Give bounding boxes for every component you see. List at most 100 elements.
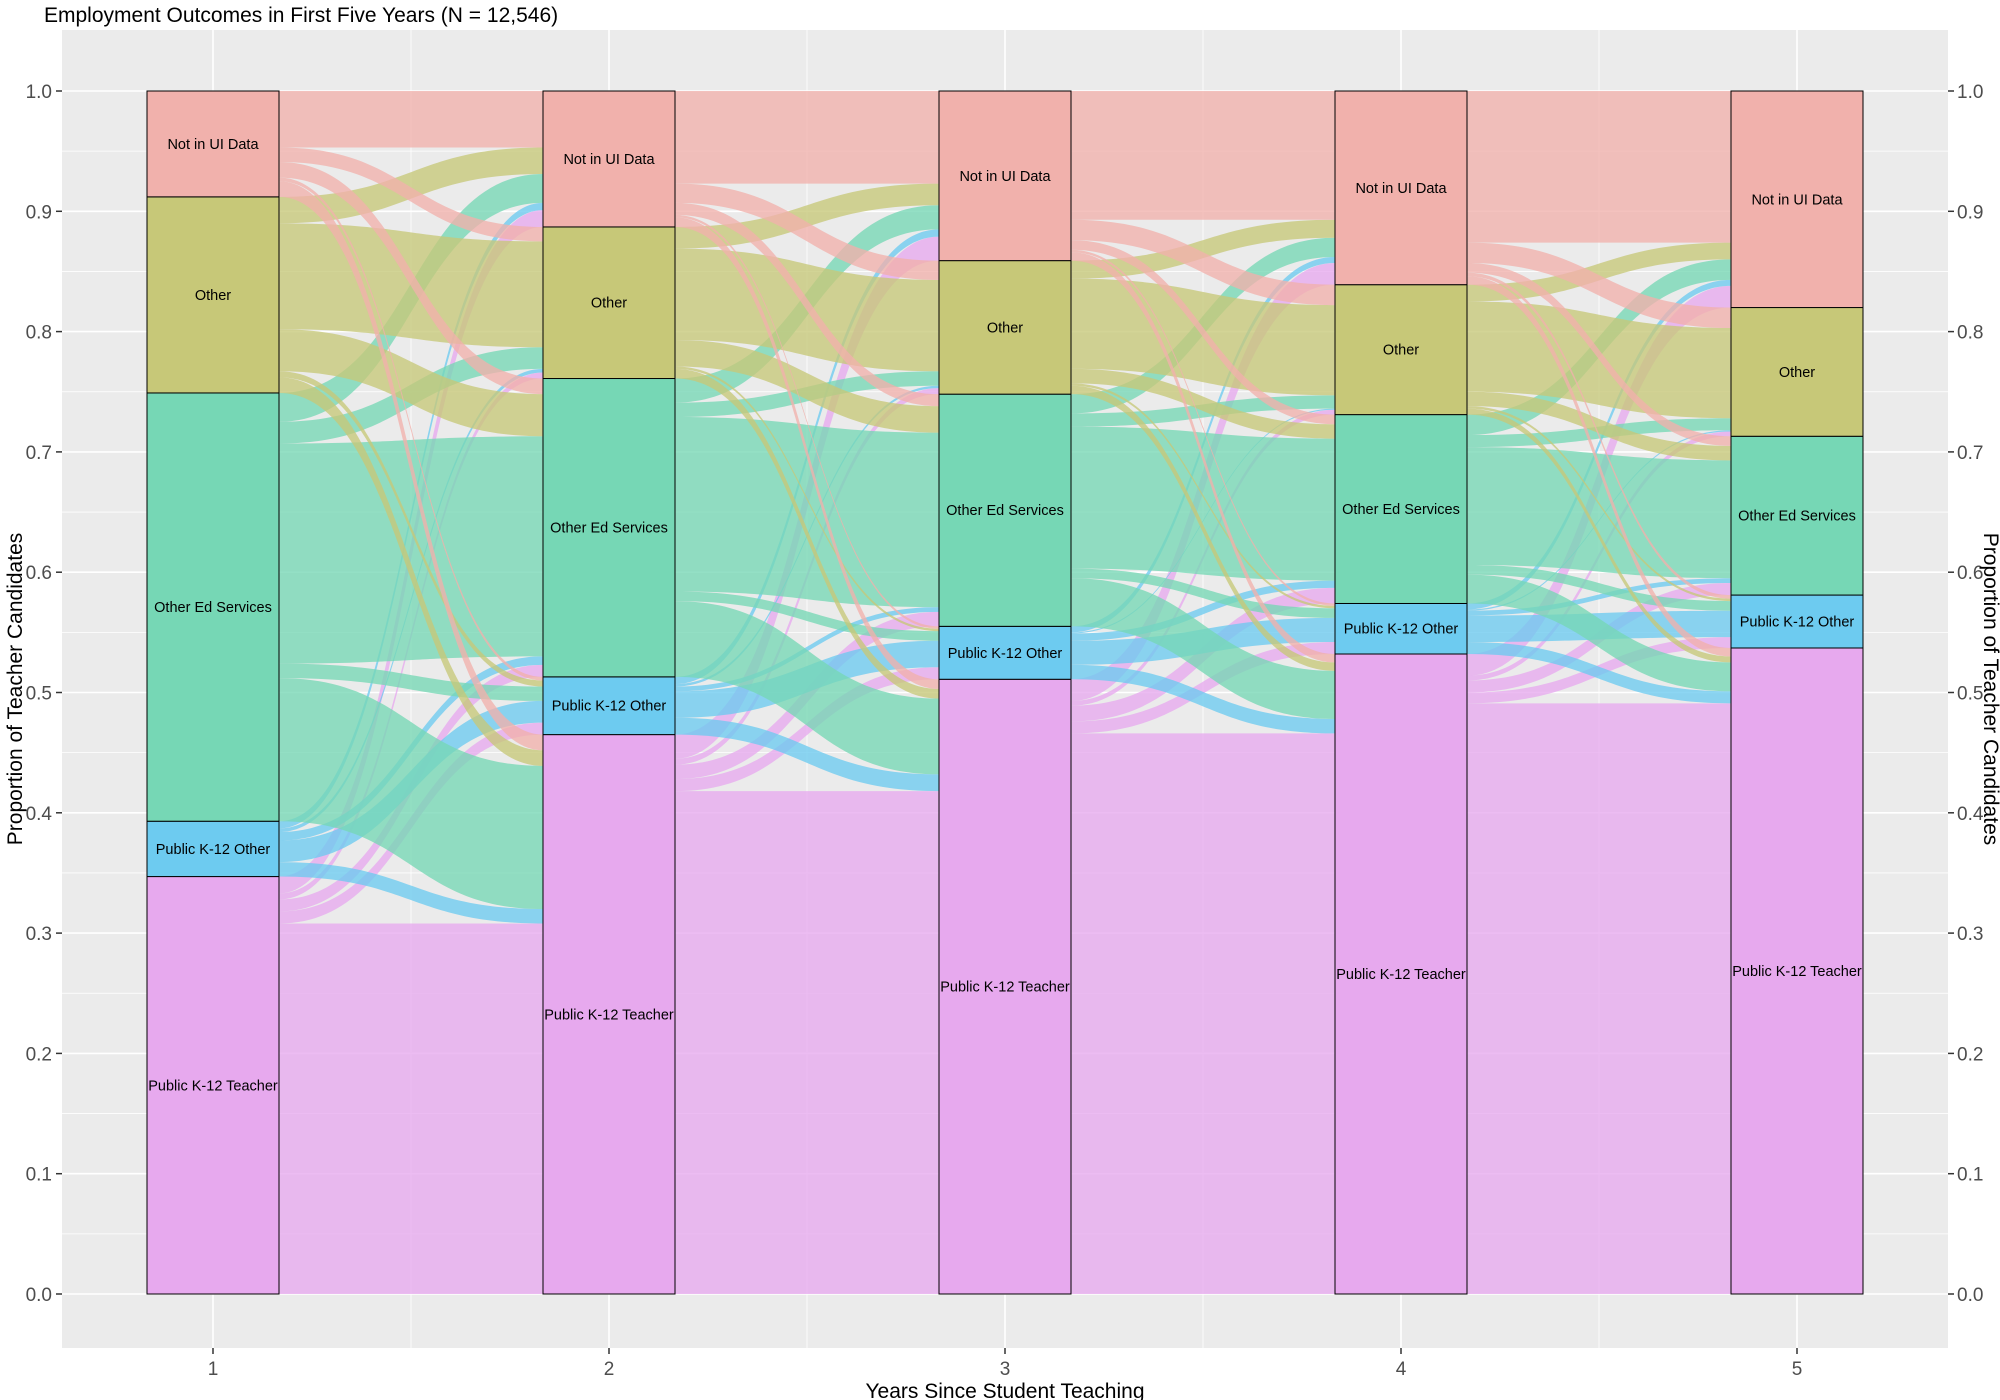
flow-not-in-ui-data-to-public-k-12-other-year-1 bbox=[279, 177, 543, 681]
flow-not-in-ui-data-to-other-ed-services-year-3 bbox=[1071, 240, 1335, 425]
flow-not-in-ui-data-to-public-k-12-other-year-2 bbox=[675, 214, 939, 629]
stratum-label-public-k-12-teacher-year-3: Public K-12 Teacher bbox=[940, 980, 1070, 996]
flow-other-ed-services-to-public-k-12-other-year-3 bbox=[1071, 568, 1335, 618]
flow-other-ed-services-to-other-ed-services-year-4 bbox=[1467, 447, 1731, 579]
stratum-public-k-12-teacher-year-4 bbox=[1334, 653, 1468, 1295]
y-tick-label-left: 0.4 bbox=[26, 804, 53, 825]
stratum-public-k-12-teacher-year-2 bbox=[542, 734, 676, 1295]
flow-not-in-ui-data-to-other-year-3 bbox=[1071, 219, 1335, 306]
stratum-label-public-k-12-other-year-2: Public K-12 Other bbox=[552, 699, 667, 715]
flow-other-ed-services-to-other-ed-services-year-1 bbox=[279, 436, 543, 664]
flow-other-ed-services-to-public-k-12-teacher-year-3 bbox=[1071, 578, 1335, 719]
stratum-label-other-ed-services-year-2: Other Ed Services bbox=[550, 521, 668, 537]
y-tick-label-left: 0.9 bbox=[26, 202, 52, 223]
flow-other-to-other-year-4 bbox=[1467, 301, 1731, 419]
stratum-public-k-12-other-year-5 bbox=[1730, 594, 1864, 649]
stratum-label-other-year-2: Other bbox=[591, 296, 627, 312]
flow-public-k-12-other-to-not-in-ui-data-year-4 bbox=[1467, 279, 1731, 610]
y-tick-label-left: 0.7 bbox=[26, 443, 52, 464]
flow-public-k-12-other-to-other-ed-services-year-4 bbox=[1467, 578, 1731, 616]
y-tick-label-left: 0.8 bbox=[26, 323, 52, 344]
flow-not-in-ui-data-to-other-year-2 bbox=[675, 183, 939, 280]
stratum-label-not-in-ui-data-year-4: Not in UI Data bbox=[1355, 181, 1447, 197]
stratum-not-in-ui-data-year-1 bbox=[146, 90, 280, 198]
x-tick-label: 5 bbox=[1792, 1359, 1803, 1380]
x-tick-label: 4 bbox=[1396, 1359, 1407, 1380]
flow-other-to-public-k-12-other-year-4 bbox=[1467, 406, 1731, 602]
stratum-public-k-12-other-year-1 bbox=[146, 820, 280, 878]
flow-other-to-other-ed-services-year-2 bbox=[675, 340, 939, 433]
y-tick-label-left: 0.6 bbox=[26, 563, 52, 584]
stratum-other-year-2 bbox=[542, 226, 676, 380]
flow-public-k-12-teacher-to-public-k-12-teacher-year-3 bbox=[1071, 733, 1335, 1294]
flow-other-ed-services-to-public-k-12-other-year-2 bbox=[675, 591, 939, 641]
stratum-public-k-12-teacher-year-3 bbox=[938, 678, 1072, 1295]
flow-not-in-ui-data-to-public-k-12-teacher-year-3 bbox=[1071, 252, 1335, 663]
flow-other-ed-services-to-other-ed-services-year-3 bbox=[1071, 426, 1335, 581]
flow-public-k-12-teacher-to-public-k-12-teacher-year-1 bbox=[279, 923, 543, 1294]
flow-not-in-ui-data-to-other-year-4 bbox=[1467, 242, 1731, 328]
y-tick-label-right: 1.0 bbox=[1957, 82, 1983, 103]
flow-not-in-ui-data-to-not-in-ui-data-year-1 bbox=[279, 91, 543, 148]
flow-other-ed-services-to-other-ed-services-year-2 bbox=[675, 417, 939, 608]
flow-public-k-12-other-to-public-k-12-teacher-year-4 bbox=[1467, 641, 1731, 704]
y-tick-label-left: 0.2 bbox=[26, 1044, 52, 1065]
y-tick-label-left: 0.3 bbox=[26, 924, 52, 945]
flow-other-ed-services-to-public-k-12-other-year-4 bbox=[1467, 564, 1731, 611]
stratum-other-year-1 bbox=[146, 196, 280, 394]
y-tick-label-right: 0.6 bbox=[1957, 563, 1983, 584]
stratum-label-other-year-4: Other bbox=[1383, 343, 1419, 359]
x-tick-label: 2 bbox=[604, 1359, 615, 1380]
flow-not-in-ui-data-to-public-k-12-other-year-4 bbox=[1467, 272, 1731, 599]
flow-other-to-other-ed-services-year-3 bbox=[1071, 368, 1335, 439]
flow-public-k-12-teacher-to-public-k-12-other-year-3 bbox=[1071, 641, 1335, 734]
flow-other-to-public-k-12-teacher-year-4 bbox=[1467, 408, 1731, 663]
flow-other-to-public-k-12-teacher-year-2 bbox=[675, 368, 939, 699]
stratum-label-other-ed-services-year-1: Other Ed Services bbox=[154, 600, 272, 616]
flow-public-k-12-teacher-to-public-k-12-teacher-year-4 bbox=[1467, 703, 1731, 1294]
stratum-label-not-in-ui-data-year-1: Not in UI Data bbox=[167, 137, 259, 153]
y-tick-label-right: 0.5 bbox=[1957, 684, 1983, 705]
flow-not-in-ui-data-to-other-year-1 bbox=[279, 147, 543, 242]
flow-other-ed-services-to-public-k-12-teacher-year-1 bbox=[279, 678, 543, 910]
stratum-label-public-k-12-teacher-year-5: Public K-12 Teacher bbox=[1732, 964, 1862, 980]
flow-not-in-ui-data-to-not-in-ui-data-year-4 bbox=[1467, 91, 1731, 243]
stratum-label-public-k-12-other-year-1: Public K-12 Other bbox=[156, 842, 271, 858]
stratum-label-not-in-ui-data-year-2: Not in UI Data bbox=[563, 152, 655, 168]
flow-other-ed-services-to-public-k-12-teacher-year-2 bbox=[675, 601, 939, 775]
stratum-not-in-ui-data-year-3 bbox=[938, 90, 1072, 262]
flow-ribbons bbox=[279, 91, 1731, 1294]
flow-other-ed-services-to-public-k-12-teacher-year-4 bbox=[1467, 574, 1731, 692]
y-tick-label-right: 0.7 bbox=[1957, 443, 1983, 464]
flow-not-in-ui-data-to-public-k-12-other-year-3 bbox=[1071, 249, 1335, 606]
stratum-label-not-in-ui-data-year-5: Not in UI Data bbox=[1751, 192, 1843, 208]
y-tick-label-right: 0.8 bbox=[1957, 323, 1983, 344]
stratum-not-in-ui-data-year-2 bbox=[542, 90, 676, 228]
y-tick-label-left: 0.0 bbox=[26, 1285, 52, 1306]
stratum-label-public-k-12-teacher-year-4: Public K-12 Teacher bbox=[1336, 967, 1466, 983]
flow-not-in-ui-data-to-public-k-12-teacher-year-4 bbox=[1467, 276, 1731, 657]
stratum-public-k-12-teacher-year-1 bbox=[146, 876, 280, 1295]
flow-not-in-ui-data-to-other-ed-services-year-1 bbox=[279, 161, 543, 395]
stratum-other-ed-services-year-5 bbox=[1730, 435, 1864, 596]
stratum-label-public-k-12-other-year-4: Public K-12 Other bbox=[1344, 622, 1459, 638]
x-tick-label: 1 bbox=[208, 1359, 219, 1380]
strata: Public K-12 Teacher Public K-12 Other Othe… bbox=[146, 90, 1864, 1295]
flow-not-in-ui-data-to-not-in-ui-data-year-3 bbox=[1071, 91, 1335, 220]
stratum-label-other-ed-services-year-3: Other Ed Services bbox=[946, 503, 1064, 519]
x-axis-title: Years Since Student Teaching bbox=[865, 1380, 1144, 1400]
stratum-public-k-12-other-year-3 bbox=[938, 625, 1072, 680]
stratum-label-public-k-12-other-year-5: Public K-12 Other bbox=[1740, 615, 1855, 631]
stratum-label-other-year-1: Other bbox=[195, 288, 231, 304]
flow-public-k-12-other-to-public-k-12-teacher-year-2 bbox=[675, 717, 939, 792]
stratum-label-not-in-ui-data-year-3: Not in UI Data bbox=[959, 169, 1051, 185]
y-axis-title-right: Proportion of Teacher Candidates bbox=[1979, 533, 2000, 845]
y-tick-label-right: 0.3 bbox=[1957, 924, 1983, 945]
stratum-public-k-12-other-year-4 bbox=[1334, 602, 1468, 655]
flow-not-in-ui-data-to-not-in-ui-data-year-2 bbox=[675, 91, 939, 184]
flow-other-to-public-k-12-other-year-3 bbox=[1071, 383, 1335, 609]
flow-public-k-12-other-to-public-k-12-teacher-year-3 bbox=[1071, 664, 1335, 734]
flow-public-k-12-other-to-other-ed-services-year-3 bbox=[1071, 580, 1335, 641]
stratum-label-public-k-12-teacher-year-2: Public K-12 Teacher bbox=[544, 1007, 674, 1023]
